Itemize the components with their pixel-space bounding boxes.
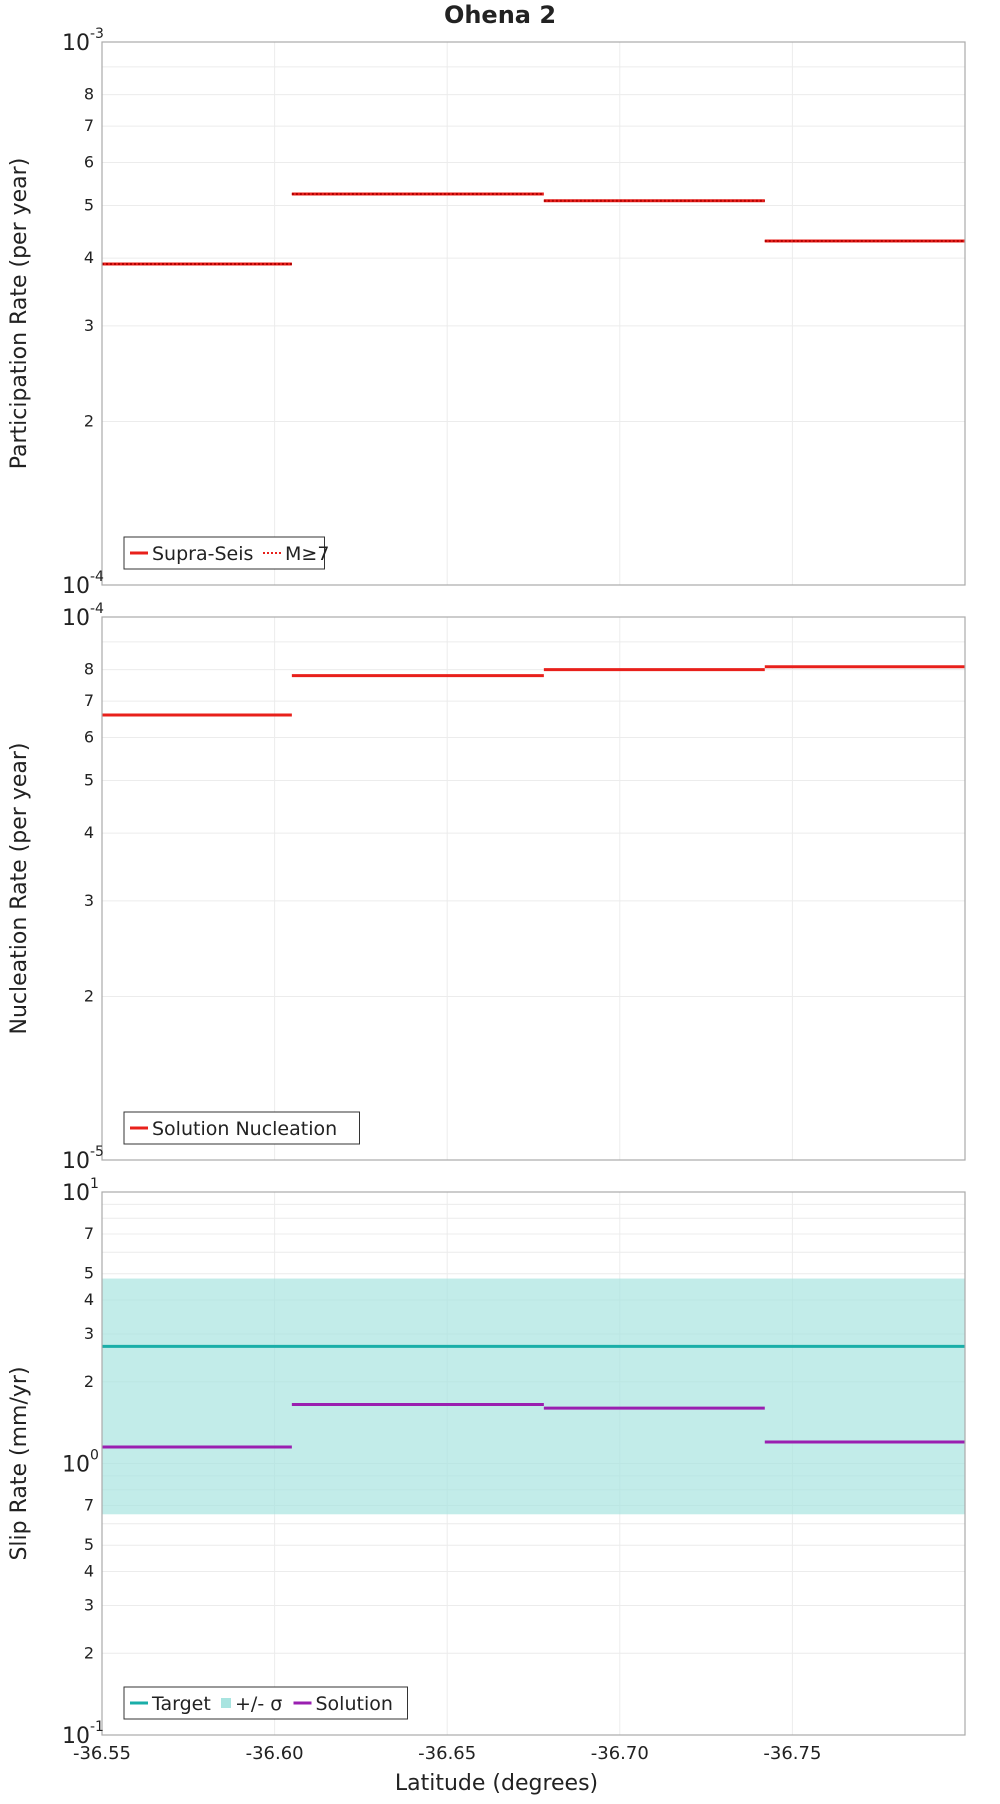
y-axis-label: Participation Rate (per year) — [7, 158, 32, 470]
plot-frame — [101, 1191, 966, 1736]
y-major-tick-exponent: 1 — [90, 1176, 99, 1192]
y-tick-label: 2 — [84, 1372, 94, 1391]
series-solution-nucleation — [102, 665, 965, 717]
y-tick-label: 7 — [84, 691, 94, 710]
y-axis-label: Slip Rate (mm/yr) — [7, 1366, 32, 1560]
legend-swatch — [221, 1698, 231, 1708]
x-tick-label: -36.75 — [763, 1743, 821, 1764]
x-axis-label: Latitude (degrees) — [395, 1771, 598, 1796]
y-major-tick-exponent: -5 — [90, 1144, 104, 1160]
y-tick-label: 3 — [84, 316, 94, 335]
y-tick-label: 3 — [84, 1324, 94, 1343]
legend-label: M≥7 — [285, 543, 329, 565]
legend: Supra-Seis M≥7 — [123, 536, 329, 570]
y-tick-label: 6 — [84, 727, 94, 746]
y-tick-label: 4 — [84, 1290, 94, 1309]
y-tick-label: 5 — [84, 1535, 94, 1554]
y-tick-label: 4 — [84, 1562, 94, 1581]
y-major-tick-exponent: -3 — [90, 26, 104, 42]
y-major-tick-exponent: -4 — [90, 569, 104, 585]
x-tick-label: -36.65 — [418, 1743, 476, 1764]
y-tick-label: 8 — [84, 85, 94, 104]
y-tick-label: 2 — [84, 987, 94, 1006]
x-tick-label: -36.70 — [591, 1743, 649, 1764]
legend-box — [123, 536, 325, 570]
legend-box — [123, 1111, 360, 1145]
plot-frame — [101, 616, 966, 1161]
legend-label: +/- σ — [235, 1693, 282, 1715]
legend: Solution Nucleation — [123, 1111, 360, 1145]
series-solution — [102, 1402, 965, 1449]
gridlines — [101, 617, 965, 1160]
series-m-7 — [102, 192, 965, 266]
y-tick-label: 4 — [84, 823, 94, 842]
y-tick-label: 7 — [84, 1496, 94, 1515]
legend-label: Supra-Seis — [152, 543, 253, 565]
y-major-tick-exponent: -4 — [90, 601, 104, 617]
y-tick-label: 2 — [84, 412, 94, 431]
y-tick-label: 4 — [84, 248, 94, 267]
y-axis-label: Nucleation Rate (per year) — [7, 743, 32, 1035]
legend-label: Target — [151, 1693, 211, 1715]
sigma-band — [102, 1278, 965, 1515]
x-tick-label: -36.55 — [73, 1743, 131, 1764]
y-major-tick-label: 10 — [62, 1149, 90, 1174]
figure-title: Ohena 2 — [444, 1, 556, 29]
y-tick-label: 7 — [84, 1224, 94, 1243]
legend: Target +/- σ Solution — [123, 1686, 408, 1720]
y-major-tick-label: 10 — [62, 1181, 90, 1206]
legend-box — [123, 1686, 408, 1720]
y-tick-label: 3 — [84, 891, 94, 910]
legend-label: Solution — [316, 1693, 393, 1715]
y-tick-label: 8 — [84, 660, 94, 679]
y-tick-label: 5 — [84, 195, 94, 214]
y-major-tick-label: 10 — [62, 1453, 90, 1478]
y-major-tick-label: 10 — [62, 1724, 90, 1749]
legend-label: Solution Nucleation — [152, 1118, 337, 1140]
y-tick-label: 2 — [84, 1643, 94, 1662]
y-tick-label: 5 — [84, 770, 94, 789]
y-major-tick-label: 10 — [62, 31, 90, 56]
y-tick-label: 7 — [84, 116, 94, 135]
gridlines — [101, 42, 965, 585]
y-major-tick-exponent: -1 — [90, 1719, 104, 1735]
y-major-tick-exponent: 0 — [90, 1448, 99, 1464]
plot-frame — [101, 41, 966, 586]
y-tick-label: 3 — [84, 1595, 94, 1614]
plot-area — [102, 617, 965, 1160]
y-tick-label: 6 — [84, 152, 94, 171]
y-major-tick-label: 10 — [62, 606, 90, 631]
x-tick-label: -36.60 — [246, 1743, 304, 1764]
y-tick-label: 5 — [84, 1264, 94, 1283]
plot-area — [102, 42, 965, 585]
y-major-tick-label: 10 — [62, 574, 90, 599]
